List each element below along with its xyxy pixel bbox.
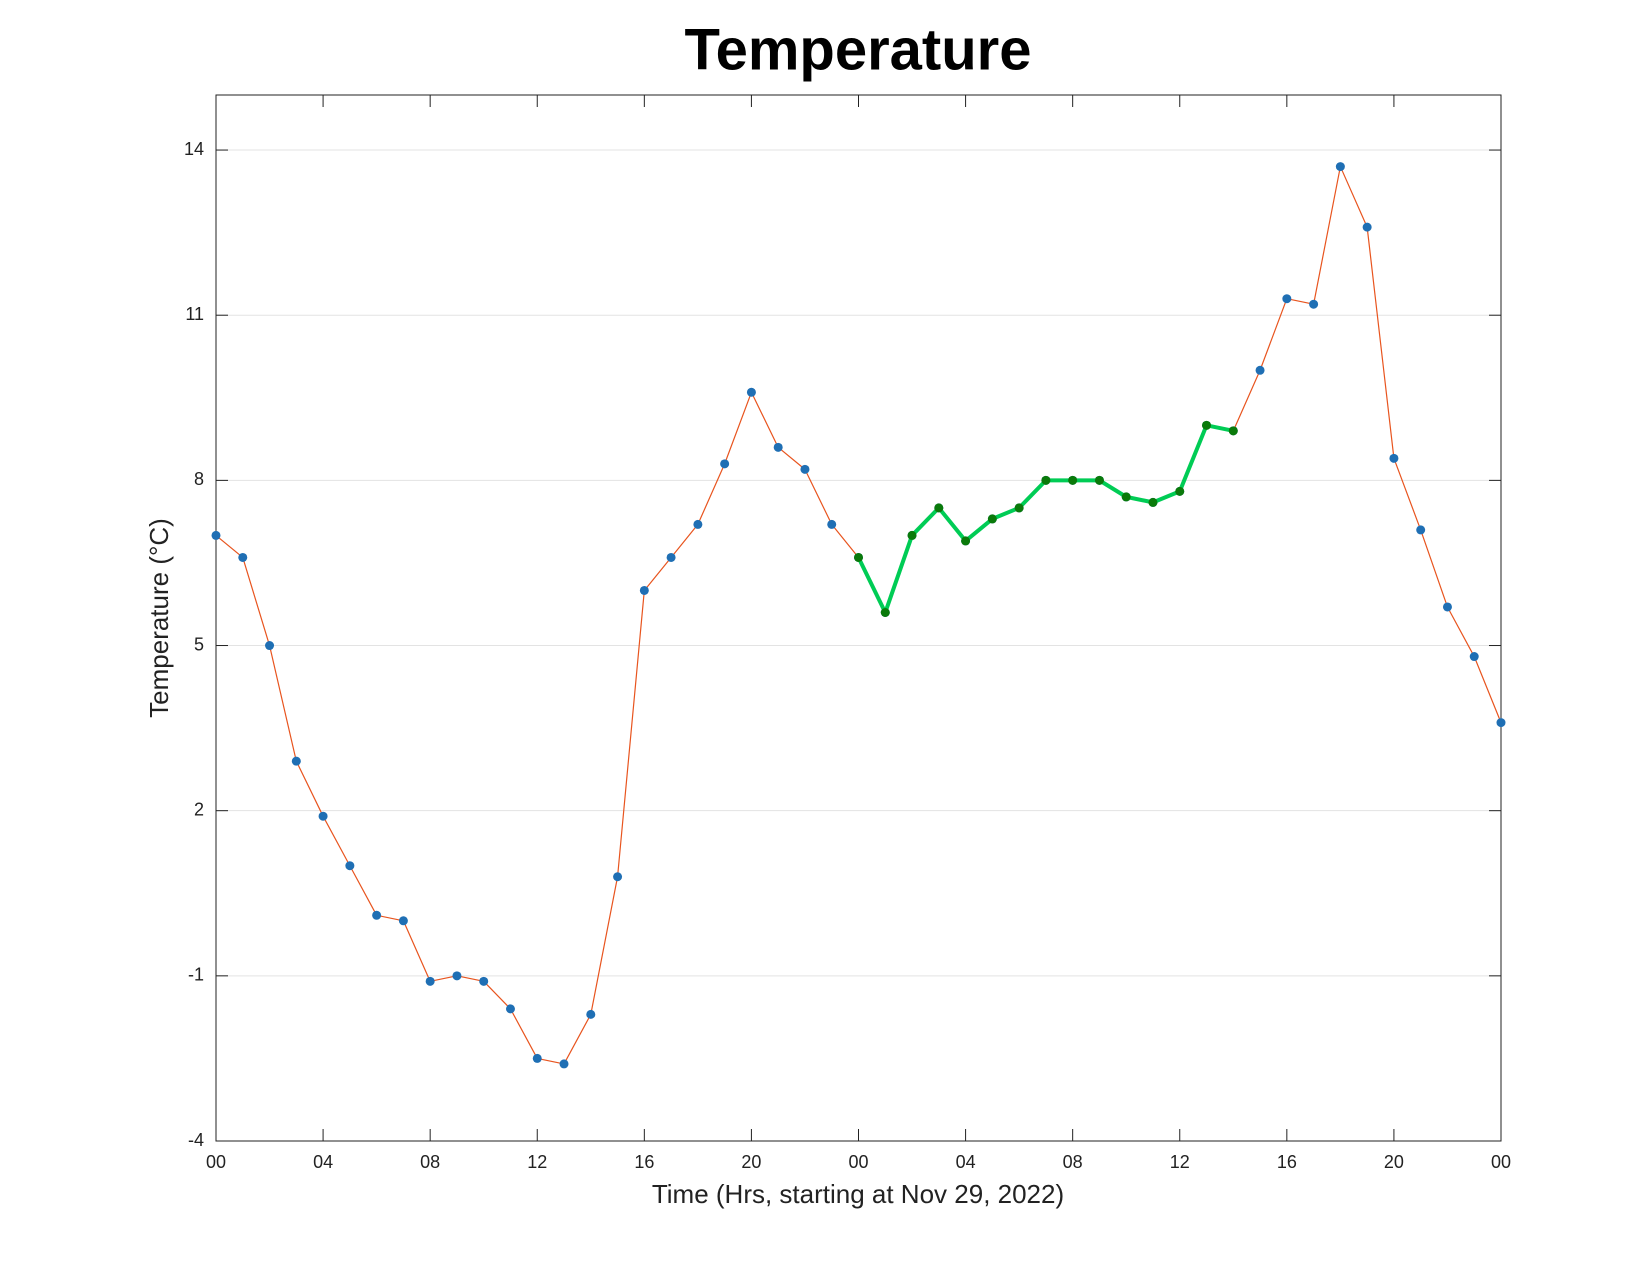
x-tick-label: 04 bbox=[956, 1152, 976, 1172]
marker bbox=[532, 1053, 542, 1063]
x-tick-label: 20 bbox=[741, 1152, 761, 1172]
marker bbox=[1389, 453, 1399, 463]
marker bbox=[265, 641, 275, 651]
marker bbox=[425, 976, 435, 986]
marker bbox=[1148, 497, 1158, 507]
marker bbox=[773, 442, 783, 452]
marker bbox=[800, 464, 810, 474]
line bbox=[215, 165, 1502, 1065]
marker bbox=[961, 536, 971, 546]
y-tick-label: 11 bbox=[185, 304, 204, 324]
marker bbox=[1282, 294, 1292, 304]
marker bbox=[1442, 602, 1452, 612]
marker bbox=[934, 503, 944, 513]
x-tick-label: 16 bbox=[1277, 1152, 1297, 1172]
marker bbox=[1041, 475, 1051, 485]
y-axis-label: Temperature (°C) bbox=[144, 518, 174, 718]
y-tick-label: 2 bbox=[194, 799, 204, 819]
marker bbox=[1335, 162, 1345, 172]
x-tick-label: 20 bbox=[1384, 1152, 1404, 1172]
marker bbox=[1014, 503, 1024, 513]
marker bbox=[398, 916, 408, 926]
marker bbox=[559, 1059, 569, 1069]
marker bbox=[880, 607, 890, 617]
marker bbox=[1309, 299, 1319, 309]
marker bbox=[1496, 718, 1506, 728]
marker bbox=[720, 459, 730, 469]
y-tick-label: 8 bbox=[194, 469, 204, 489]
marker bbox=[1416, 525, 1426, 535]
marker bbox=[318, 811, 328, 821]
marker bbox=[291, 756, 301, 766]
marker bbox=[372, 910, 382, 920]
x-tick-label: 08 bbox=[420, 1152, 440, 1172]
marker bbox=[639, 585, 649, 595]
x-tick-label: 12 bbox=[1170, 1152, 1190, 1172]
marker bbox=[479, 976, 489, 986]
marker bbox=[586, 1009, 596, 1019]
marker bbox=[827, 519, 837, 529]
marker bbox=[452, 971, 462, 981]
marker bbox=[1175, 486, 1185, 496]
y-tick-label: -4 bbox=[188, 1130, 204, 1150]
marker bbox=[1094, 475, 1104, 485]
y-tick-label: 14 bbox=[184, 139, 204, 159]
marker bbox=[987, 514, 997, 524]
x-tick-label: 08 bbox=[1063, 1152, 1083, 1172]
marker bbox=[238, 552, 248, 562]
marker bbox=[345, 861, 355, 871]
marker bbox=[1068, 475, 1078, 485]
marker bbox=[613, 872, 623, 882]
y-tick-label: 5 bbox=[194, 634, 204, 654]
marker bbox=[1469, 652, 1479, 662]
marker bbox=[666, 552, 676, 562]
x-tick-label: 04 bbox=[313, 1152, 333, 1172]
marker bbox=[1228, 426, 1238, 436]
marker bbox=[907, 530, 917, 540]
x-tick-label: 00 bbox=[1491, 1152, 1511, 1172]
x-tick-label: 00 bbox=[206, 1152, 226, 1172]
line bbox=[856, 423, 1234, 615]
marker bbox=[1202, 420, 1212, 430]
marker bbox=[1121, 492, 1131, 502]
x-tick-label: 12 bbox=[527, 1152, 547, 1172]
x-axis-label: Time (Hrs, starting at Nov 29, 2022) bbox=[652, 1179, 1064, 1209]
y-tick-label: -1 bbox=[188, 965, 204, 985]
marker bbox=[746, 387, 756, 397]
marker bbox=[693, 519, 703, 529]
marker bbox=[854, 552, 863, 562]
x-tick-label: 00 bbox=[848, 1152, 868, 1172]
plot-frame bbox=[215, 94, 1502, 1142]
marker bbox=[505, 1004, 515, 1014]
marker bbox=[1255, 365, 1265, 375]
x-tick-label: 16 bbox=[634, 1152, 654, 1172]
marker bbox=[211, 530, 221, 540]
marker bbox=[1362, 222, 1372, 232]
chart-title: Temperature bbox=[684, 17, 1031, 82]
